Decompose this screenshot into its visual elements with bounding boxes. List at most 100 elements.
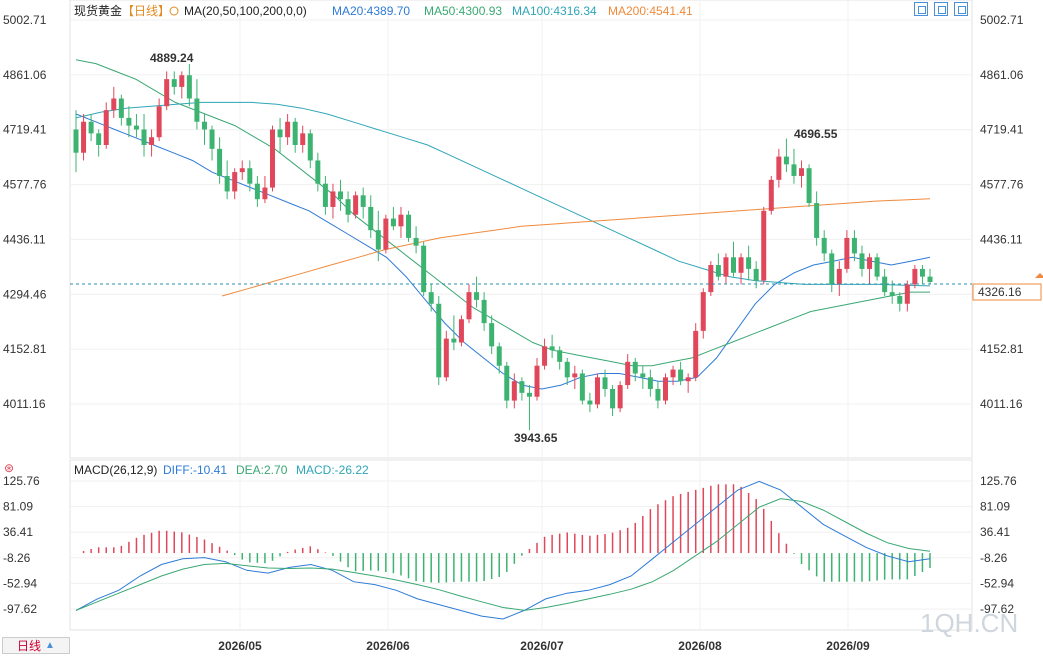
ma50-value: MA50:4300.93 [424,4,502,18]
price-tick-right: 4436.11 [980,232,1023,246]
candle-body [383,218,389,250]
candle-body [859,253,865,269]
price-tick-right: 4861.06 [980,68,1024,82]
candle-body [466,292,472,320]
svg-text:MACD:-26.22: MACD:-26.22 [296,463,369,477]
candle-body [285,121,291,138]
candle-body [164,79,170,107]
candle-body [322,183,328,207]
macd-value: MACD:-26.22 [296,463,369,477]
annotation-mid-high: 4696.55 [794,127,838,141]
zoom-out-icon[interactable] [934,2,948,16]
candle-body [149,137,155,145]
candle-body [338,191,344,200]
candle-body [678,369,684,382]
candle-body [209,129,215,149]
price-tick-right: 4577.76 [980,178,1024,192]
candle-body [156,106,162,138]
price-tick-left: 5002.71 [3,13,47,27]
axis-labels: 5002.71 5002.71 4861.06 4861.06 4719.41 4719.… [3,13,1024,653]
candle-body [247,168,253,184]
macd-tick-right: -8.26 [980,551,1008,565]
period-select-button[interactable]: 日线 ▲ [2,637,70,654]
period-label: 【日线】 [122,4,170,18]
macd-histogram [82,484,931,583]
candle-body [882,276,888,293]
price-arrow-icon[interactable] [1035,273,1043,278]
candle-body [662,377,668,401]
x-tick: 2026/09 [826,639,870,653]
candle-body [799,168,805,176]
candle-body [443,338,449,378]
candle-body [179,75,185,87]
annotation-low: 3943.65 [514,431,558,445]
ma20-line [75,113,931,390]
price-tick-right: 5002.71 [980,13,1024,27]
macd-tick-left: -97.62 [3,602,37,616]
candle-body [768,179,774,211]
candle-body [625,361,631,386]
macd-diff-line [75,480,931,620]
candle-body [791,164,797,176]
candle-body [655,388,661,401]
candle-body [738,257,744,273]
price-tick-right: 4011.16 [980,397,1023,411]
macd-label: MACD(26,12,9) [74,463,157,477]
candle-body [579,373,585,401]
settings-icon[interactable] [169,6,179,16]
svg-text:DIFF:-10.41: DIFF:-10.41 [163,463,227,477]
candle-body [874,257,880,277]
watermark: 1QH.CN [920,608,1018,638]
current-price-box [972,283,1042,301]
candle-body [693,330,699,378]
candle-body [753,268,759,281]
macd-tick-right: -97.62 [980,602,1014,616]
candle-body [353,195,359,215]
candle-body [481,299,487,324]
candle-body [126,117,132,126]
candle-body [171,79,177,87]
candle-body [398,214,404,227]
svg-text:DEA:2.70: DEA:2.70 [236,463,288,477]
candle-body [821,237,827,254]
candle-body [700,292,706,331]
x-tick: 2026/08 [678,639,722,653]
candle-body [360,195,366,207]
fullscreen-icon[interactable] [954,2,968,16]
candle-body [307,133,313,161]
candle-body [867,257,873,269]
x-tick: 2026/07 [520,639,564,653]
candle-body [557,350,563,362]
candle-body [406,214,412,238]
candle-body [474,292,480,300]
zoom-in-icon[interactable] [914,2,928,16]
candle-body [421,245,427,293]
candle-body [708,265,714,293]
candle-body [239,168,245,173]
candle-body [889,292,895,297]
price-tick-left: 4577.76 [3,178,47,192]
candle-body [783,156,789,165]
candle-body [292,121,298,145]
candle-body [564,361,570,378]
candle-body [776,156,782,180]
candle-body [232,172,238,192]
candle-body [685,377,691,382]
candle-body [118,98,124,118]
svg-text:MACD(26,12,9): MACD(26,12,9) [74,463,157,477]
svg-text:MA50:4300.93: MA50:4300.93 [424,4,502,18]
macd-dea: DEA:2.70 [236,463,288,477]
grid [70,0,972,630]
ma-lines [75,59,931,390]
price-panel-frame [69,0,973,459]
macd-tick-right: -52.94 [980,576,1014,590]
current-price-label: 4326.16 [978,285,1022,299]
macd-panel-frame [69,459,973,631]
candle-body [731,257,737,273]
macd-settings-icon[interactable]: ⊛ [4,461,14,475]
caret-up-icon: ▲ [45,640,55,651]
svg-text:MA200:4541.41: MA200:4541.41 [608,4,693,18]
svg-text:MA20:4389.70: MA20:4389.70 [332,4,410,18]
candle-body [829,253,835,285]
candle-body [103,110,109,145]
